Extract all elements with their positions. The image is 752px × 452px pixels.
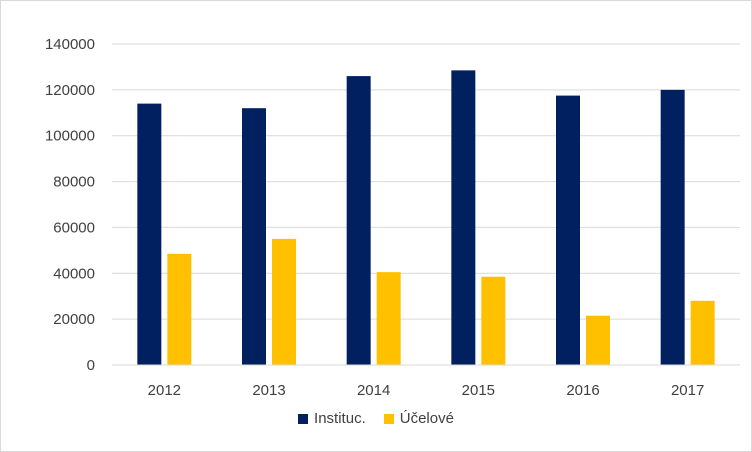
y-axis: 0 20000 40000 60000 80000 100000 120000 140000 [45, 36, 95, 374]
x-tick-label: 2015 [462, 382, 495, 399]
bar-ucelove-2013 [272, 238, 296, 365]
bar-instituc-2013 [242, 108, 266, 365]
y-tick-label: 120000 [45, 82, 95, 99]
y-tick-label: 0 [87, 357, 95, 374]
legend-label-ucelove: Účelové [399, 410, 454, 427]
bar-instituc-2012 [137, 103, 162, 365]
x-tick-label: 2012 [148, 382, 181, 399]
y-tick-label: 80000 [53, 174, 95, 191]
bar-ucelove-2017 [690, 300, 715, 365]
y-tick-label: 40000 [53, 265, 95, 282]
y-tick-label: 60000 [53, 219, 95, 236]
x-tick-label: 2014 [357, 382, 390, 399]
bar-instituc-2015 [451, 70, 476, 365]
bar-ucelove-2012 [167, 253, 192, 365]
y-tick-label: 140000 [45, 36, 95, 53]
y-tick-label: 20000 [53, 311, 95, 328]
bars [137, 70, 715, 365]
bar-instituc-2017 [660, 89, 685, 365]
legend-label-instituc: Instituc. [314, 410, 366, 427]
x-tick-label: 2017 [671, 382, 704, 399]
bar-ucelove-2015 [481, 276, 506, 365]
legend: Instituc. Účelové [0, 410, 752, 427]
x-tick-label: 2013 [252, 382, 285, 399]
bar-ucelove-2016 [586, 315, 610, 365]
legend-item-instituc: Instituc. [298, 410, 366, 427]
x-axis: 2012 2013 2014 2015 2016 2017 [112, 364, 740, 399]
legend-swatch-instituc [298, 413, 309, 424]
bar-ucelove-2014 [376, 272, 401, 365]
grid-lines [112, 43, 740, 320]
bar-instituc-2016 [556, 95, 580, 365]
legend-item-ucelove: Účelové [383, 410, 454, 427]
x-tick-label: 2016 [566, 382, 599, 399]
legend-swatch-ucelove [383, 413, 394, 424]
bar-instituc-2014 [346, 76, 371, 365]
y-tick-label: 100000 [45, 128, 95, 145]
